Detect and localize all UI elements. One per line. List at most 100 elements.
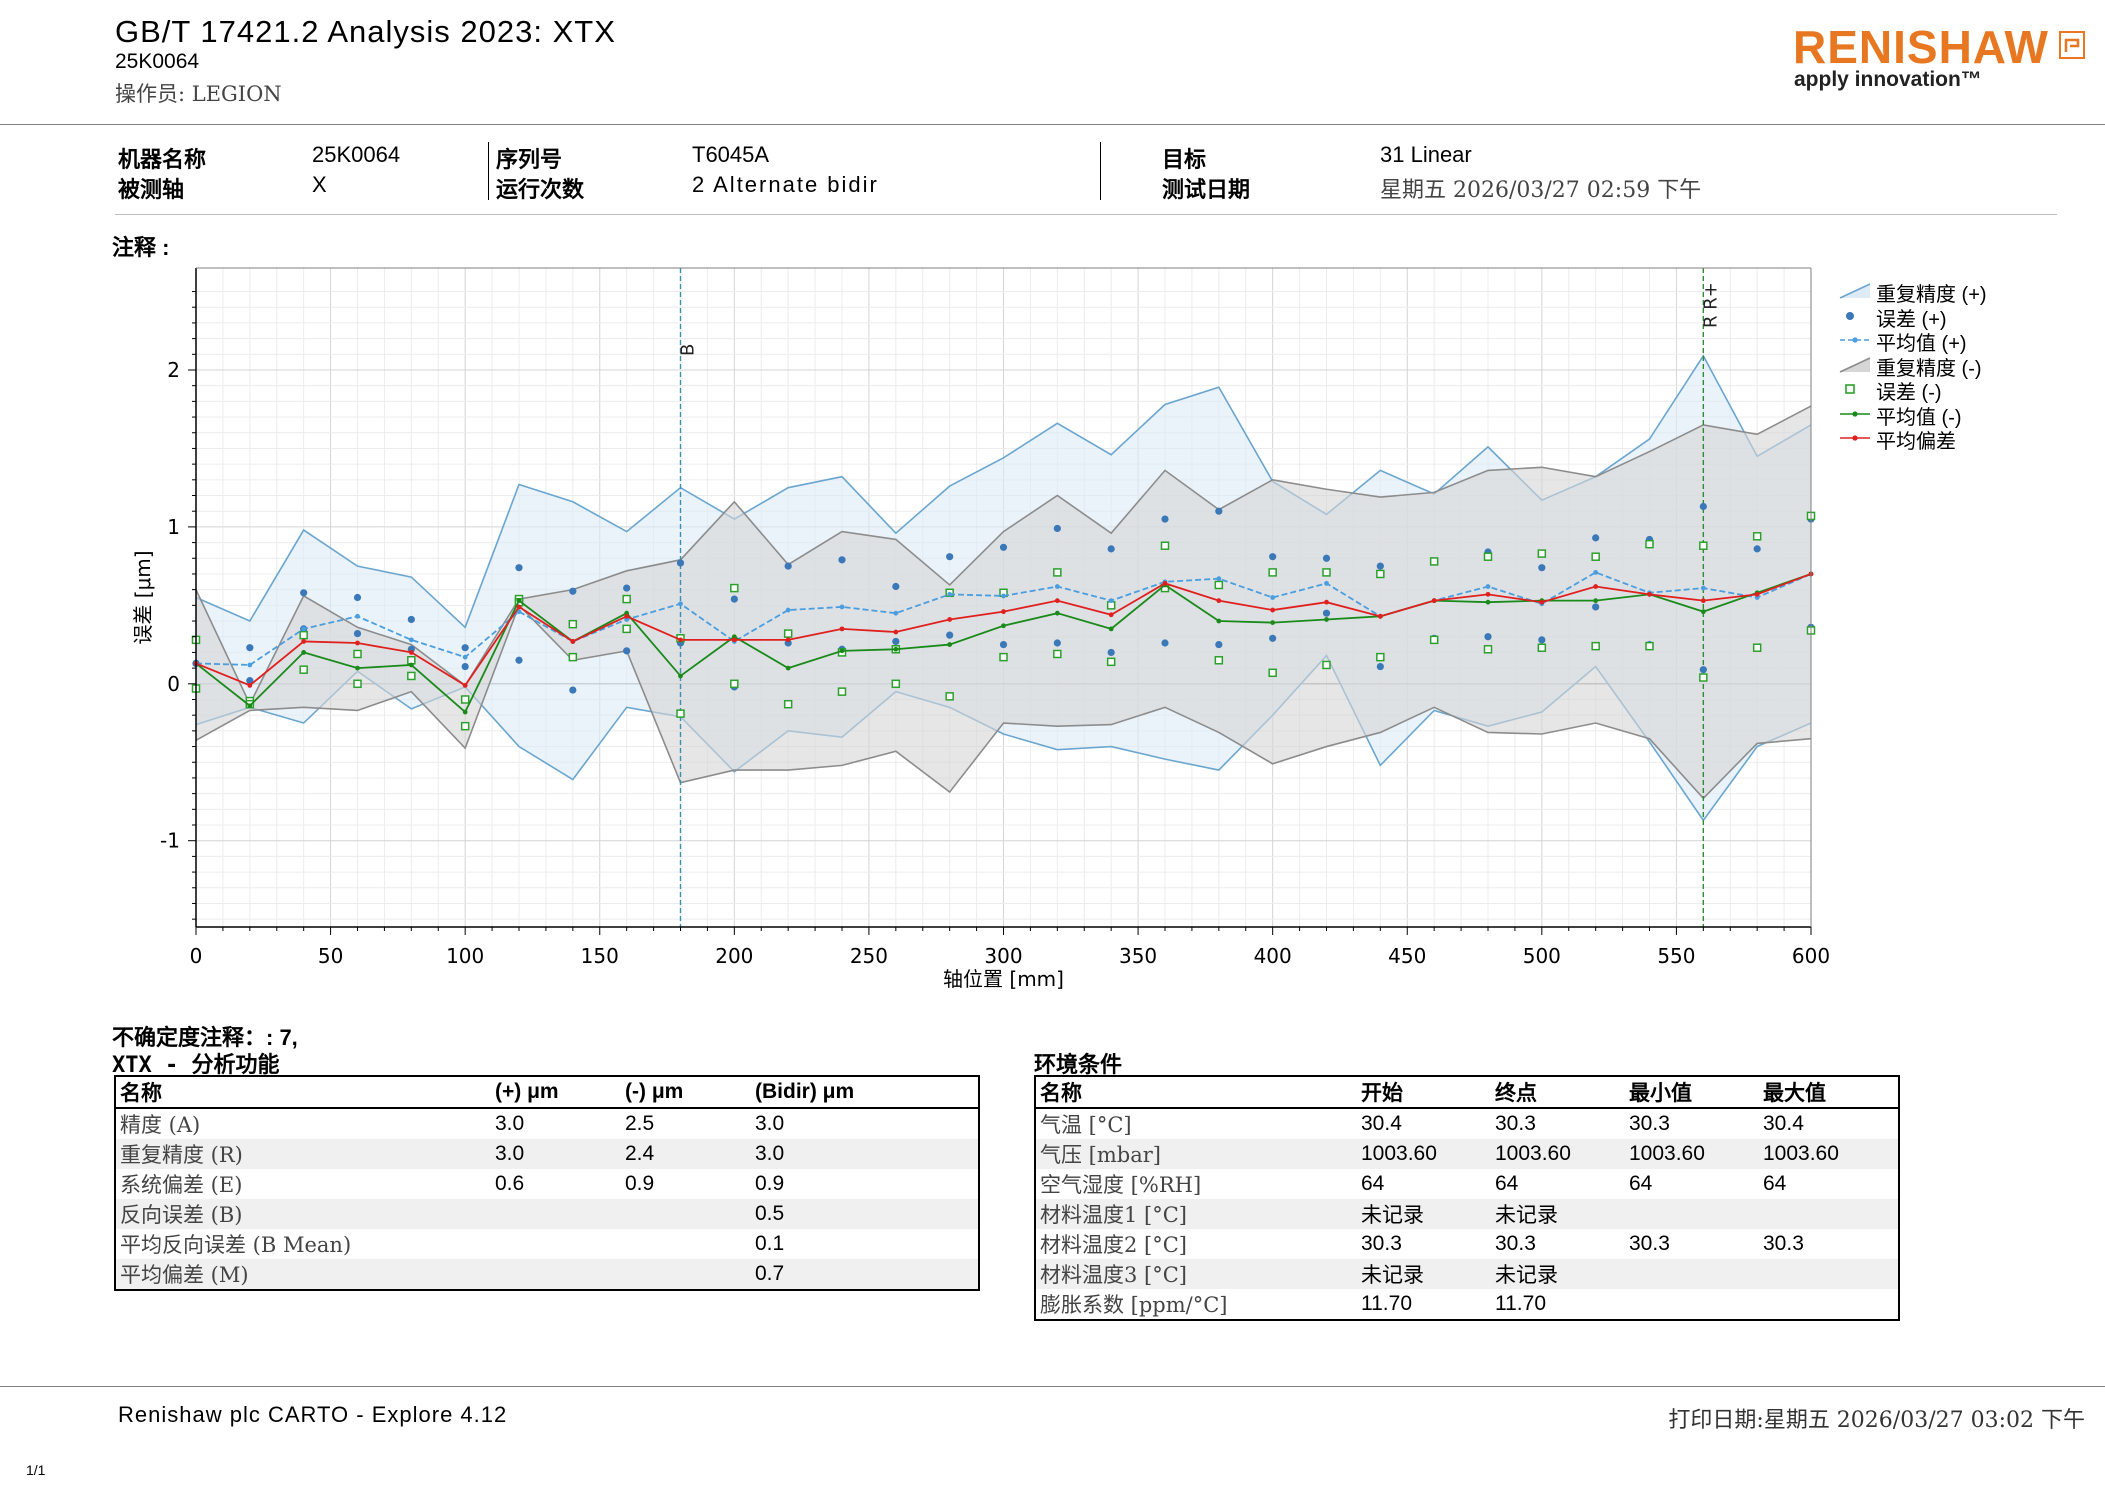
analysis-title: XTX - 分析功能 — [112, 1053, 280, 1078]
error-minus-point — [945, 692, 954, 701]
mean-line-point — [462, 682, 468, 688]
mean-line-point — [1593, 569, 1599, 575]
serial-label: 序列号 — [496, 147, 563, 172]
table-cell: 0.1 — [755, 1232, 785, 1255]
band-lower-line — [195, 603, 1812, 800]
marker-label: R R+ — [1700, 282, 1721, 328]
error-minus-point — [1214, 656, 1224, 665]
error-plus-point — [784, 562, 792, 570]
table-row: 重复精度 (R) 3.0 2.4 3.0 — [115, 1139, 979, 1169]
mean-line-point — [301, 639, 307, 644]
table-cell: 材料温度2 [°C] — [1040, 1233, 1187, 1257]
error-plus-point — [407, 615, 415, 624]
error-plus-point — [730, 595, 738, 603]
legend-label: 误差 (-) — [1876, 382, 1942, 404]
error-minus-point — [999, 652, 1008, 662]
mean-line-point — [839, 626, 845, 632]
environment-col-header: 名称 — [1035, 1076, 1357, 1109]
error-plus-point — [1269, 553, 1277, 561]
mean-line-point — [1485, 591, 1491, 597]
table-cell: 64 — [1763, 1172, 1787, 1195]
mean-line-point — [947, 591, 953, 597]
error-plus-point — [1053, 639, 1061, 647]
mean-line-point — [1593, 584, 1599, 589]
software-version: Renishaw plc CARTO - Explore 4.12 — [118, 1402, 508, 1427]
analysis-header-row: 名称 (+) μm (-) μm (Bidir) μm — [115, 1076, 979, 1109]
error-minus-point — [1645, 641, 1654, 651]
table-cell — [1625, 1289, 1759, 1320]
band-fill-minus — [196, 406, 1811, 799]
error-plus-point — [461, 662, 469, 671]
table-cell: 平均偏差 (M) — [115, 1259, 491, 1290]
mean-line-point — [1216, 576, 1222, 582]
table-cell: 气温 [°C] — [1040, 1113, 1132, 1137]
mean-line-point — [1539, 599, 1545, 605]
table-cell: 64 — [1361, 1172, 1385, 1195]
x-tick-label: 300 — [984, 944, 1022, 968]
info-separator-2 — [1100, 142, 1101, 200]
date-label: 测试日期 — [1162, 177, 1251, 202]
error-minus-point — [783, 629, 793, 638]
error-minus-point — [1322, 660, 1331, 670]
table-cell: 11.70 — [1495, 1292, 1546, 1315]
error-minus-point — [837, 687, 847, 696]
mean-line-point — [247, 662, 253, 668]
logo-emblem-icon — [2059, 31, 2085, 59]
mean-line-point — [785, 637, 791, 643]
mean-line-point — [678, 637, 683, 643]
machine-code: 25K0064 — [115, 50, 200, 73]
table-cell — [491, 1259, 621, 1290]
table-cell: 空气湿度 [%RH] — [1040, 1173, 1202, 1197]
mean-line-point — [301, 650, 307, 655]
analysis-col-header: 名称 — [115, 1076, 491, 1109]
table-cell — [1759, 1199, 1899, 1229]
table-cell: 材料温度3 [°C] — [1035, 1259, 1357, 1289]
mean-line-point — [1593, 598, 1599, 604]
error-minus-point — [622, 594, 631, 604]
mean-line-point — [839, 604, 845, 610]
legend-label: 重复精度 (+) — [1876, 284, 1987, 306]
table-row: 空气湿度 [%RH] 64 64 64 64 — [1035, 1169, 1899, 1199]
mean-line-point — [893, 610, 899, 616]
error-minus-point — [1268, 568, 1277, 577]
error-minus-point — [568, 652, 578, 662]
error-plus-point — [353, 629, 362, 638]
error-plus-point — [1107, 648, 1115, 657]
environment-col-header: 最大值 — [1759, 1076, 1899, 1109]
mean-line-point — [1270, 620, 1276, 626]
error-minus-point — [622, 624, 631, 634]
legend-swatch-icon — [1846, 311, 1854, 320]
error-minus-point — [1053, 568, 1062, 577]
mean-line-point — [1108, 626, 1114, 632]
mean-line-point — [893, 629, 899, 635]
x-tick-label: 400 — [1254, 944, 1292, 968]
mean-line-point — [408, 650, 414, 655]
mean-line-point — [247, 703, 253, 709]
error-plus-point — [461, 644, 469, 652]
table-cell: 30.3 — [1763, 1232, 1804, 1255]
marker-label: B — [678, 344, 699, 356]
mean-line-point — [1270, 595, 1276, 600]
error-minus-point — [1645, 539, 1654, 549]
error-minus-point — [1591, 552, 1600, 561]
mean-line-point — [1431, 598, 1437, 604]
table-cell: 平均反向误差 (B Mean) — [120, 1233, 352, 1257]
mean-line-point — [1162, 580, 1168, 586]
logo-tagline: apply innovation™ — [1794, 68, 1982, 91]
error-plus-point — [999, 640, 1008, 649]
error-minus-point — [460, 695, 470, 704]
mean-line-point — [624, 613, 630, 619]
mean-line-point — [1700, 585, 1706, 591]
mean-line-point — [1324, 599, 1329, 605]
mean-line-point — [1054, 584, 1060, 589]
table-cell: 30.4 — [1361, 1112, 1402, 1135]
table-cell — [1625, 1259, 1759, 1289]
mean-line-point — [1485, 599, 1491, 605]
error-plus-point — [1053, 524, 1061, 533]
header-divider — [0, 124, 2105, 125]
runs-label: 运行次数 — [496, 177, 585, 202]
error-minus-point — [460, 721, 470, 731]
error-minus-point — [783, 699, 793, 709]
error-plus-point — [999, 543, 1008, 551]
error-minus-point — [730, 583, 739, 593]
